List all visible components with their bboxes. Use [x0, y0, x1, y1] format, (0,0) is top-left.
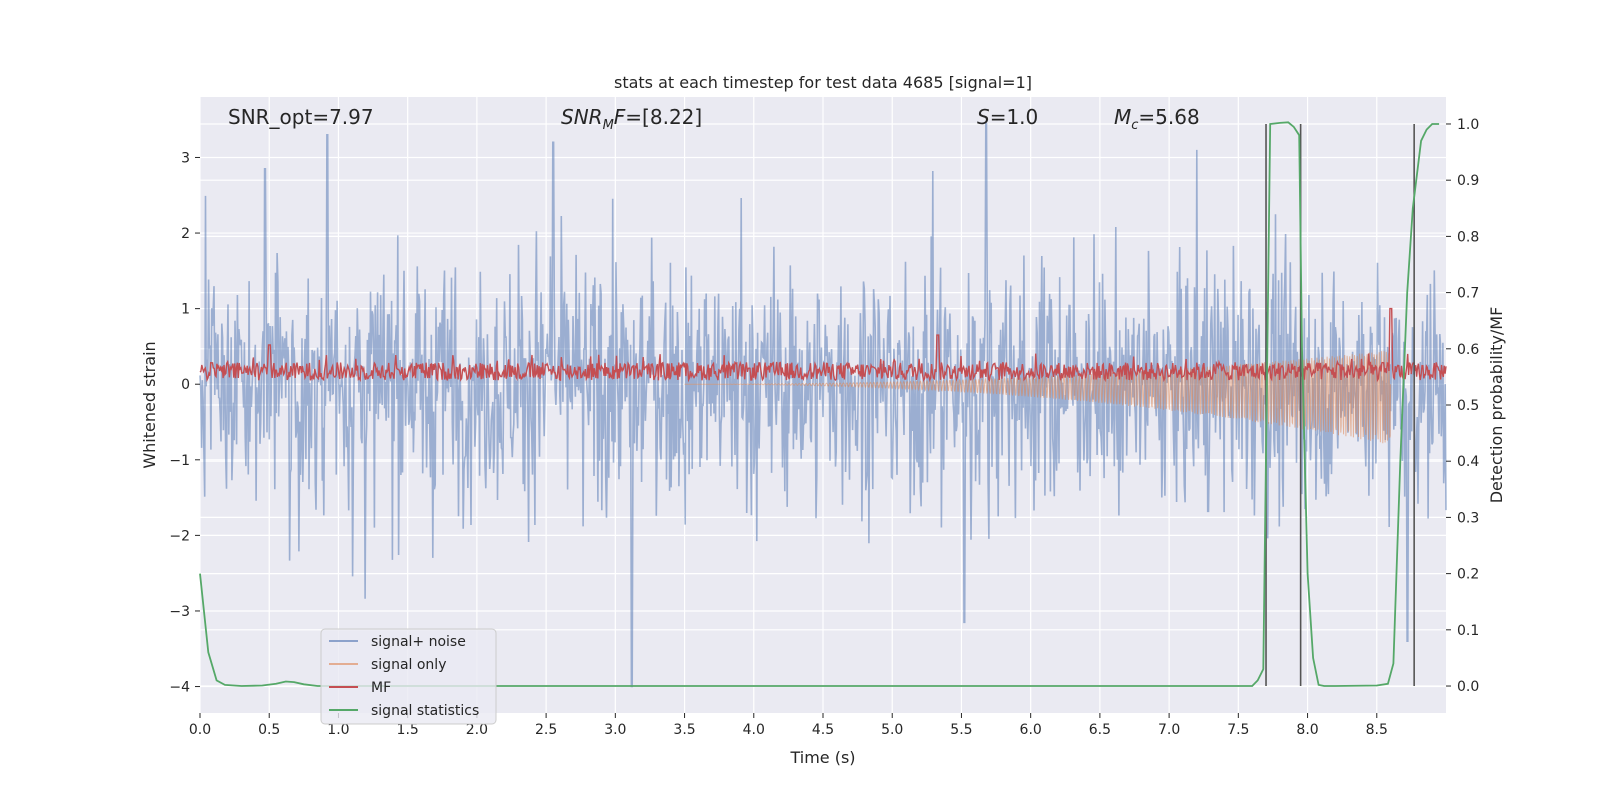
y-tick-label: −4 — [169, 680, 190, 696]
legend-label-signal-noise: signal+ noise — [371, 634, 466, 650]
x-tick-label: 7.0 — [1158, 722, 1180, 738]
y-tick-label: −1 — [169, 453, 190, 469]
y2-tick-label: 0.4 — [1457, 454, 1479, 470]
mf-line — [199, 307, 1447, 383]
y2-tick-label: 0.7 — [1457, 286, 1479, 302]
y2-tick-label: 1.0 — [1457, 117, 1479, 133]
y2-axis-ticks: 1.0 0.9 0.8 0.7 0.6 0.5 0.4 0.3 0.2 0.1 0.0 — [1446, 117, 1479, 695]
y2-tick-label: 0.9 — [1457, 173, 1479, 189]
x-tick-label: 0.5 — [258, 722, 280, 738]
y-tick-label: 1 — [181, 302, 190, 318]
y-tick-label: 0 — [181, 377, 190, 393]
y-tick-label: −2 — [169, 528, 190, 544]
legend-label-signal-only: signal only — [371, 657, 446, 673]
x-tick-label: 5.0 — [881, 722, 903, 738]
x-tick-label: 6.0 — [1020, 722, 1042, 738]
legend-label-signal-statistics: signal statistics — [371, 703, 479, 719]
x-tick-label: 3.5 — [673, 722, 695, 738]
y2-tick-label: 0.5 — [1457, 398, 1479, 414]
x-tick-label: 6.5 — [1089, 722, 1111, 738]
series-mf — [199, 307, 1447, 383]
x-tick-label: 2.0 — [466, 722, 488, 738]
signal-statistics-line — [199, 121, 1440, 687]
y-axis-label: Whitened strain — [140, 341, 159, 468]
chart-title: stats at each timestep for test data 468… — [614, 73, 1032, 92]
series-signal-statistics — [199, 121, 1440, 687]
y2-tick-label: 0.3 — [1457, 510, 1479, 526]
y2-tick-label: 0.6 — [1457, 342, 1479, 358]
y-axis-ticks: 3 2 1 0 −1 −2 −3 −4 — [169, 150, 200, 696]
x-tick-label: 1.5 — [397, 722, 419, 738]
x-tick-label: 3.0 — [604, 722, 626, 738]
x-axis-ticks: 0.0 0.5 1.0 1.5 2.0 2.5 3.0 3.5 4.0 4.5 5.0 5.5 6.0 6… — [189, 713, 1388, 738]
y-tick-label: −3 — [169, 604, 190, 620]
y2-tick-label: 0.0 — [1457, 679, 1479, 695]
legend-box — [320, 628, 497, 725]
x-tick-label: 7.5 — [1227, 722, 1249, 738]
x-tick-label: 2.5 — [535, 722, 557, 738]
y-tick-label: 3 — [181, 150, 190, 166]
y2-tick-label: 0.2 — [1457, 567, 1479, 583]
legend-label-mf: MF — [371, 680, 391, 696]
annotation-snr-mf: SNRMF=[8.22] — [561, 105, 702, 133]
x-tick-label: 8.0 — [1296, 722, 1318, 738]
x-tick-label: 5.5 — [950, 722, 972, 738]
x-tick-label: 4.0 — [743, 722, 765, 738]
y2-axis-label: Detection probability/MF — [1487, 307, 1506, 504]
annotation-s: S=1.0 — [977, 105, 1038, 129]
noise-line — [199, 122, 1447, 688]
annotation-snr-opt: SNR_opt=7.97 — [228, 105, 374, 129]
y2-tick-label: 0.1 — [1457, 623, 1479, 639]
series-signal-noise — [199, 122, 1447, 688]
y2-tick-label: 0.8 — [1457, 229, 1479, 245]
annotation-mc: Mc=5.68 — [1114, 105, 1200, 133]
x-tick-label: 0.0 — [189, 722, 211, 738]
y-tick-label: 2 — [181, 226, 190, 242]
x-tick-label: 1.0 — [327, 722, 349, 738]
x-axis-label: Time (s) — [789, 748, 855, 767]
x-tick-label: 4.5 — [812, 722, 834, 738]
legend: signal+ noise signal only MF signal stat… — [320, 628, 497, 725]
x-tick-label: 8.5 — [1366, 722, 1388, 738]
